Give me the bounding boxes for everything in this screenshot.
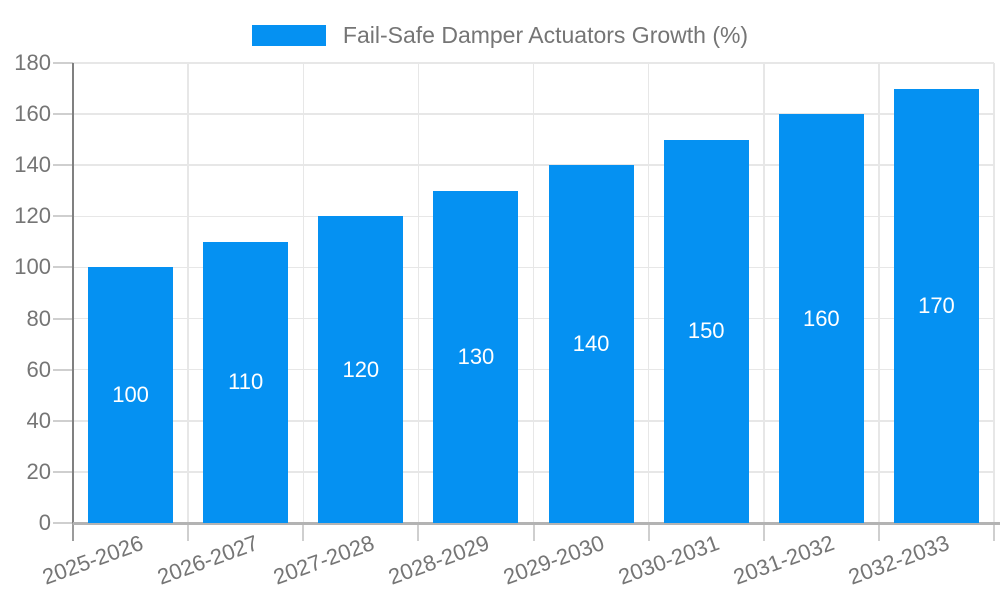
y-tick: [53, 317, 73, 320]
y-tick-label: 20: [26, 458, 51, 484]
legend-label: Fail-Safe Damper Actuators Growth (%): [342, 22, 749, 48]
y-tick-label: 160: [14, 101, 51, 127]
bar: [548, 165, 634, 523]
x-tick: [532, 523, 535, 541]
y-axis-line: [72, 63, 74, 523]
x-category-label: 2025-2026: [39, 530, 147, 590]
bar-value-label: 110: [228, 369, 264, 395]
bar-value-label: 130: [457, 343, 495, 369]
x-gridline: [878, 63, 880, 523]
x-tick: [877, 523, 880, 541]
bar: [203, 241, 289, 523]
bar: [433, 190, 519, 523]
bar: [318, 216, 404, 523]
x-tick: [993, 523, 995, 541]
x-gridline: [532, 63, 535, 523]
y-tick-label: 120: [14, 203, 51, 229]
bar: [778, 114, 864, 523]
y-tick: [53, 368, 73, 371]
x-category-label: 2032-2033: [845, 530, 953, 590]
bar-value-label: 100: [112, 382, 149, 408]
x-gridline: [417, 63, 420, 523]
x-category-label: 2030-2031: [614, 530, 723, 590]
x-tick: [72, 523, 74, 541]
bar-value-label: 170: [918, 292, 955, 318]
x-gridline: [993, 63, 995, 523]
y-tick: [53, 522, 73, 524]
x-gridline: [187, 63, 189, 523]
bar: [893, 88, 979, 523]
bar: [663, 139, 749, 523]
bar-value-label: 120: [342, 356, 380, 382]
y-tick-label: 0: [38, 510, 51, 535]
y-tick-label: 60: [26, 356, 51, 382]
x-category-label: 2028-2029: [384, 530, 493, 590]
y-tick-label: 140: [14, 152, 51, 178]
bar: [88, 267, 174, 523]
y-tick: [53, 62, 73, 64]
x-tick: [187, 523, 190, 541]
x-category-label: 2029-2030: [499, 530, 608, 590]
x-tick: [762, 523, 765, 541]
legend-swatch: [251, 25, 326, 46]
x-gridline: [763, 63, 765, 523]
x-category-label: 2031-2032: [730, 530, 838, 590]
y-tick: [53, 164, 73, 167]
y-tick-label: 40: [26, 407, 51, 433]
bar-value-label: 140: [572, 331, 610, 357]
x-gridline: [647, 63, 650, 523]
x-gridline: [302, 63, 304, 523]
bar-value-label: 160: [802, 305, 840, 331]
y-tick-label: 100: [14, 254, 51, 280]
y-tick-label: 180: [14, 50, 51, 75]
x-tick: [417, 523, 420, 541]
x-category-label: 2026-2027: [154, 530, 262, 590]
x-tick: [647, 523, 650, 541]
y-tick-label: 80: [26, 305, 51, 331]
x-tick: [302, 523, 305, 541]
y-tick: [53, 266, 73, 269]
x-axis-baseline: [73, 522, 1000, 525]
y-tick: [53, 419, 73, 422]
bar-value-label: 150: [687, 318, 725, 344]
y-tick: [53, 113, 73, 116]
legend: Fail-Safe Damper Actuators Growth (%): [0, 22, 1000, 49]
y-tick: [53, 470, 73, 473]
y-tick: [53, 215, 73, 218]
x-category-label: 2027-2028: [269, 530, 378, 590]
